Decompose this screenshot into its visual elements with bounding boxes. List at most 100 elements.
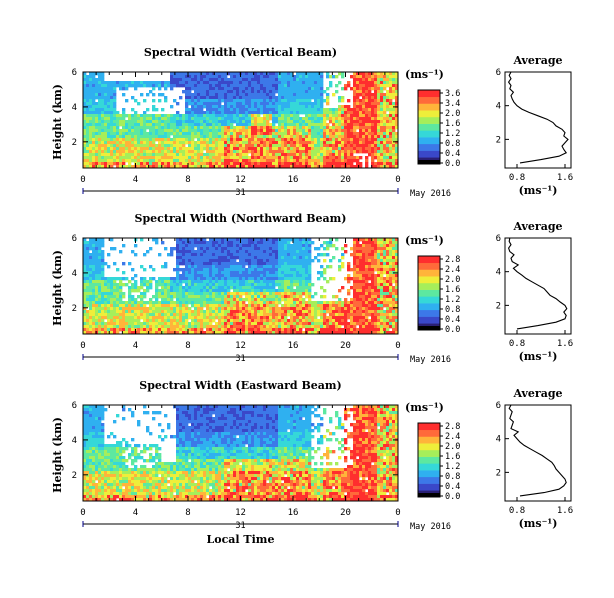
heatmap-cell [374, 241, 378, 245]
heatmap-cell [95, 265, 99, 269]
heatmap-cell [95, 111, 99, 115]
heatmap-cell [149, 247, 153, 251]
heatmap-cell [116, 286, 120, 290]
heatmap-cell [347, 301, 351, 305]
heatmap-cell [92, 93, 96, 97]
heatmap-cell [248, 147, 252, 151]
heatmap-cell [119, 280, 123, 284]
heatmap-cell [389, 301, 393, 305]
heatmap-cell [272, 144, 276, 148]
heatmap-cell [185, 114, 189, 118]
heatmap-cell [257, 126, 261, 130]
heatmap-cell [392, 156, 396, 160]
heatmap-cell [284, 93, 288, 97]
heatmap-cell [338, 159, 342, 163]
heatmap-cell [362, 87, 366, 91]
heatmap-cell [299, 265, 303, 269]
heatmap-cell [89, 105, 93, 109]
heatmap-cell [155, 165, 159, 169]
heatmap-cell [242, 81, 246, 85]
heatmap-cell [287, 99, 291, 103]
heatmap-cell [338, 165, 342, 169]
heatmap-cell [269, 87, 273, 91]
heatmap-cell [254, 150, 258, 154]
heatmap-cell [257, 78, 261, 82]
heatmap-cell [242, 253, 246, 257]
heatmap-cell [263, 247, 267, 251]
heatmap-cell [149, 283, 153, 287]
heatmap-cell [284, 277, 288, 281]
heatmap-cell [320, 132, 324, 136]
heatmap-cell [278, 138, 282, 142]
heatmap-cell [206, 72, 210, 76]
heatmap-cell [224, 247, 228, 251]
heatmap-cell [326, 111, 330, 115]
heatmap-cell [104, 111, 108, 115]
heatmap-cell [302, 244, 306, 248]
heatmap-cell [368, 283, 372, 287]
heatmap-cell [206, 78, 210, 82]
heatmap-cell [302, 75, 306, 79]
heatmap-cell [131, 114, 135, 118]
heatmap-cell [128, 262, 132, 266]
heatmap-cell [227, 159, 231, 163]
heatmap-cell [269, 289, 273, 293]
heatmap-cell [374, 81, 378, 85]
heatmap-cell [380, 117, 384, 121]
heatmap-cell [140, 283, 144, 287]
heatmap-cell [119, 301, 123, 305]
heatmap-cell [191, 72, 195, 76]
heatmap-cell [113, 132, 117, 136]
heatmap-cell [275, 244, 279, 248]
heatmap-cell [134, 274, 138, 278]
heatmap-cell [338, 114, 342, 118]
heatmap-cell [296, 141, 300, 145]
heatmap-cell [266, 93, 270, 97]
heatmap-cell [221, 162, 225, 166]
heatmap-cell [368, 84, 372, 88]
heatmap-cell [353, 138, 357, 142]
heatmap-cell [227, 93, 231, 97]
heatmap-cell [266, 141, 270, 145]
heatmap-cell [299, 90, 303, 94]
heatmap-cell [95, 274, 99, 278]
heatmap-cell [368, 111, 372, 115]
heatmap-cell [287, 159, 291, 163]
heatmap-cell [371, 256, 375, 260]
heatmap-cell [188, 114, 192, 118]
heatmap-cell [386, 244, 390, 248]
heatmap-cell [254, 274, 258, 278]
heatmap-cell [239, 129, 243, 133]
heatmap-cell [194, 298, 198, 302]
heatmap-cell [233, 150, 237, 154]
heatmap-cell [146, 93, 150, 97]
heatmap-cell [146, 280, 150, 284]
heatmap-cell [239, 159, 243, 163]
heatmap-cell [356, 165, 360, 169]
heatmap-cell [95, 301, 99, 305]
heatmap-cell [95, 286, 99, 290]
heatmap-cell [206, 138, 210, 142]
heatmap-cell [194, 265, 198, 269]
heatmap-cell [368, 93, 372, 97]
heatmap-cell [230, 268, 234, 272]
heatmap-cell [104, 81, 108, 85]
heatmap-cell [170, 75, 174, 79]
heatmap-cell [254, 259, 258, 263]
heatmap-cell [290, 262, 294, 266]
heatmap-cell [194, 135, 198, 139]
heatmap-cell [101, 117, 105, 121]
heatmap-cell [128, 289, 132, 293]
heatmap-cell [290, 159, 294, 163]
heatmap-cell [305, 274, 309, 278]
heatmap-cell [158, 147, 162, 151]
heatmap-cell [155, 304, 159, 308]
heatmap-cell [383, 277, 387, 281]
heatmap-cell [119, 132, 123, 136]
heatmap-cell [377, 147, 381, 151]
heatmap-cell [266, 241, 270, 245]
heatmap-cell [164, 247, 168, 251]
heatmap-cell [92, 250, 96, 254]
heatmap-cell [395, 292, 399, 296]
heatmap-cell [197, 87, 201, 91]
